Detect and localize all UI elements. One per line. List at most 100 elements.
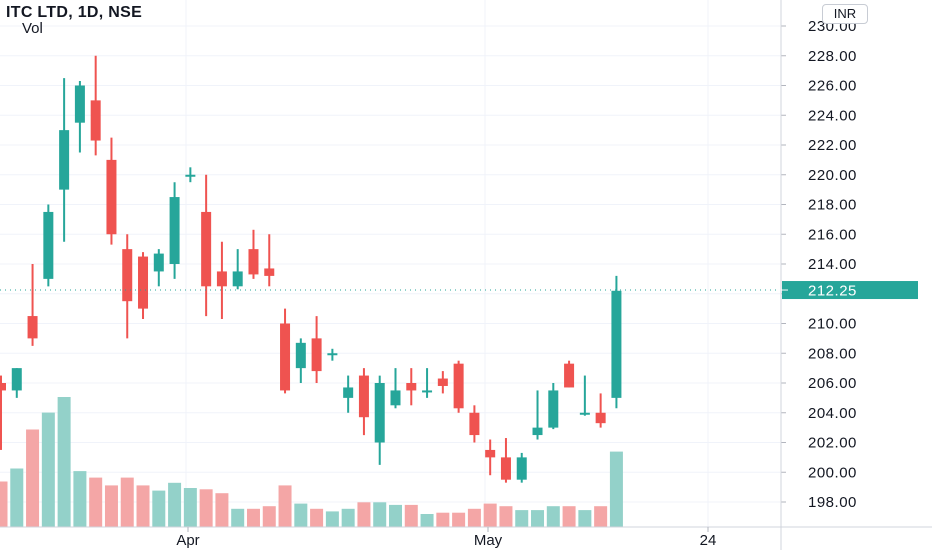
price-tick-label: 218.00: [808, 197, 857, 214]
volume-bar: [0, 481, 8, 527]
last-price-label: 212.25: [808, 283, 857, 300]
grid-lines: [0, 0, 780, 527]
volume-bar: [310, 508, 324, 527]
candle-body: [74, 85, 85, 123]
price-tick-label: 200.00: [808, 464, 857, 481]
price-tick-label: 216.00: [808, 226, 857, 243]
candle-body: [169, 197, 180, 264]
candle-body: [358, 375, 369, 418]
candle-body: [390, 390, 401, 406]
price-tick-label: 206.00: [808, 375, 857, 392]
volume-bar: [483, 503, 497, 527]
candle-body: [422, 390, 433, 393]
candle-body: [59, 130, 70, 190]
volume-bar: [199, 489, 213, 527]
volume-bar: [467, 508, 481, 527]
volume-bars: [0, 397, 623, 527]
symbol-title: ITC LTD, 1D, NSE: [6, 4, 143, 21]
candle-body: [280, 323, 291, 391]
candle-body: [0, 383, 6, 391]
price-tick-label: 198.00: [808, 494, 857, 511]
volume-bar: [546, 506, 560, 527]
time-tick-label: May: [474, 532, 503, 549]
candle-body: [295, 342, 306, 369]
time-tick-label: 24: [700, 532, 717, 549]
volume-bar: [499, 506, 513, 527]
volume-bar: [531, 510, 545, 527]
candle-body: [611, 290, 622, 398]
volume-bar: [609, 451, 623, 527]
volume-bar: [262, 506, 276, 527]
candle-body: [232, 271, 243, 287]
volume-bar: [452, 512, 466, 527]
candle-body: [500, 457, 511, 480]
candle-body: [138, 256, 149, 309]
candle-body: [437, 378, 448, 386]
candle-body: [27, 316, 38, 339]
volume-bar: [389, 504, 402, 527]
currency-button[interactable]: INR: [822, 4, 868, 24]
candle-body: [153, 253, 164, 272]
candle-body: [595, 412, 606, 424]
volume-bar: [183, 488, 197, 527]
candle-body: [106, 159, 117, 235]
candle-body: [201, 211, 212, 287]
candle-body: [579, 412, 590, 415]
candle-body: [122, 249, 133, 302]
candle-body: [185, 174, 196, 177]
volume-bar: [278, 485, 292, 527]
volume-bar: [341, 508, 355, 527]
volume-bar: [578, 510, 592, 527]
candle-body: [311, 338, 322, 372]
volume-bar: [357, 502, 371, 527]
volume-bar: [104, 485, 118, 527]
volume-bar: [246, 508, 260, 527]
last-price-badge: [782, 281, 918, 300]
volume-bar: [152, 490, 166, 527]
candle-body: [327, 353, 338, 356]
volume-bar: [294, 503, 308, 527]
price-tick-label: 204.00: [808, 405, 857, 422]
price-tick-label: 222.00: [808, 137, 857, 154]
candle-body: [216, 271, 227, 287]
time-tick-label: Apr: [176, 532, 199, 549]
volume-bar: [136, 485, 150, 527]
volume-bar: [168, 482, 182, 527]
candle-body: [43, 211, 54, 279]
candle-body: [564, 363, 575, 388]
candle-body: [453, 363, 464, 409]
price-tick-label: 228.00: [808, 48, 857, 65]
candle-body: [516, 457, 527, 480]
price-tick-label: 202.00: [808, 435, 857, 452]
price-tick-label: 208.00: [808, 345, 857, 362]
candle-body: [469, 412, 480, 436]
volume-bar: [215, 493, 229, 527]
volume-bar: [57, 397, 71, 527]
volume-label: Vol: [22, 20, 43, 37]
candle-body: [406, 383, 417, 391]
volume-bar: [373, 502, 387, 527]
candle-body: [11, 368, 22, 391]
volume-bar: [594, 506, 608, 527]
volume-bar: [120, 477, 134, 527]
candle-body: [343, 387, 354, 398]
candlesticks: [0, 55, 622, 483]
candle-body: [248, 249, 259, 275]
volume-bar: [325, 511, 339, 527]
volume-bar: [420, 514, 434, 527]
price-tick-label: 210.00: [808, 316, 857, 333]
candle-body: [548, 390, 559, 428]
volume-bar: [515, 510, 529, 527]
candle-body: [485, 449, 496, 458]
volume-bar: [73, 471, 87, 527]
candle-body: [374, 383, 385, 443]
volume-bar: [41, 412, 55, 527]
candle-body: [532, 427, 543, 436]
volume-bar: [404, 504, 418, 527]
volume-bar: [562, 506, 576, 527]
price-tick-label: 224.00: [808, 107, 857, 124]
candle-body: [264, 268, 275, 276]
candle-body: [90, 100, 101, 141]
volume-bar: [436, 512, 450, 527]
